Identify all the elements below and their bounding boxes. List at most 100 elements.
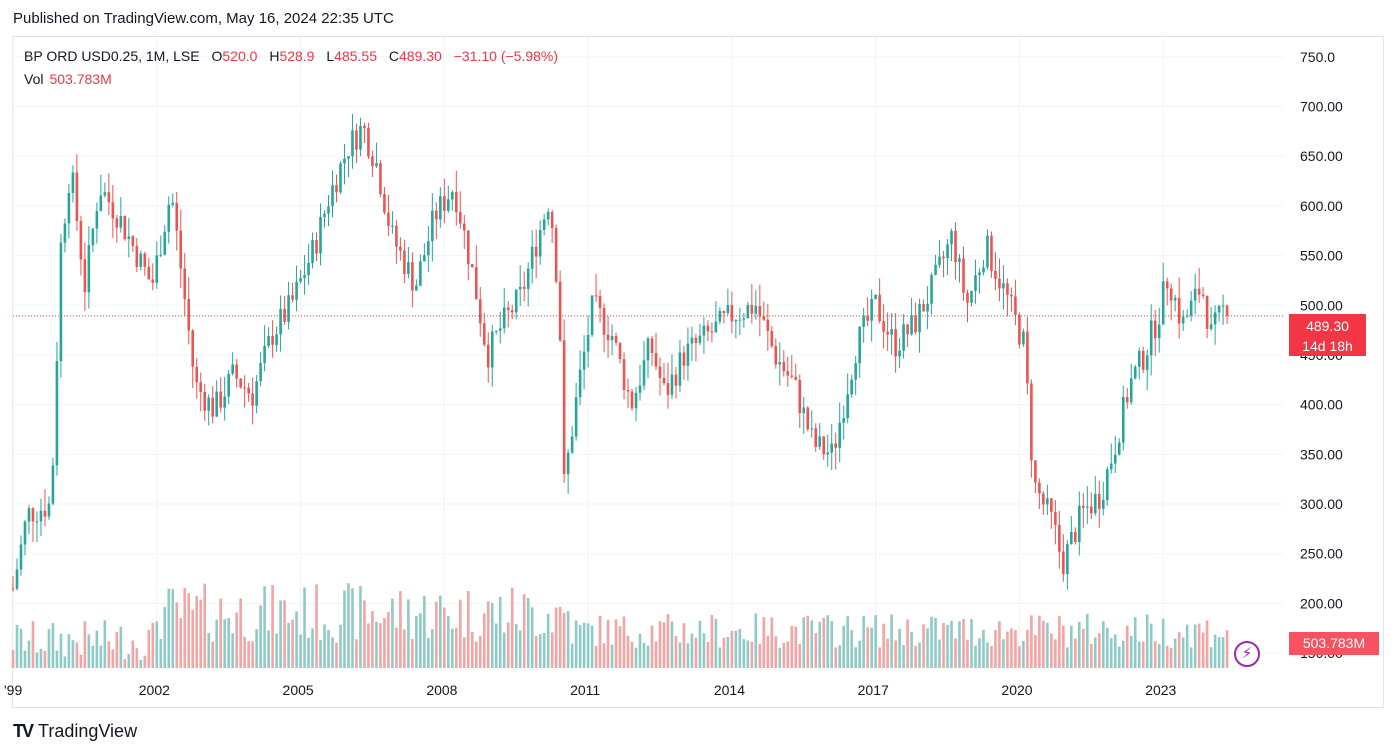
volume-bar bbox=[650, 625, 654, 668]
candle-body bbox=[990, 235, 993, 271]
volume-bar bbox=[163, 606, 167, 668]
candle-body bbox=[722, 311, 726, 314]
volume-bar bbox=[355, 639, 358, 668]
candle-body bbox=[1101, 500, 1105, 509]
y-tick-label: 750.0 bbox=[1300, 49, 1335, 65]
candle-body bbox=[247, 387, 250, 394]
volume-bar bbox=[383, 618, 386, 668]
candle-body bbox=[419, 261, 422, 286]
volume-bar bbox=[287, 622, 290, 668]
volume-bar bbox=[283, 600, 286, 668]
volume-bar bbox=[295, 611, 298, 668]
volume-bar bbox=[562, 612, 566, 668]
volume-bar bbox=[263, 586, 266, 668]
candle-body bbox=[427, 241, 430, 256]
candle-body bbox=[906, 324, 909, 335]
volume-bar bbox=[79, 654, 83, 668]
candle-body bbox=[966, 292, 969, 303]
volume-bar bbox=[814, 633, 818, 668]
candle-body bbox=[143, 253, 147, 267]
volume-bar bbox=[327, 630, 330, 668]
candle-body bbox=[379, 163, 382, 195]
candle-body bbox=[810, 428, 814, 430]
y-tick-label: 650.00 bbox=[1300, 148, 1343, 164]
volume-bar bbox=[582, 622, 586, 668]
candle-body bbox=[562, 340, 566, 475]
volume-bar bbox=[798, 643, 802, 668]
candle-body bbox=[411, 262, 414, 291]
candle-body bbox=[546, 211, 550, 220]
volume-bar bbox=[223, 619, 226, 668]
volume-bar bbox=[443, 607, 446, 668]
volume-bar bbox=[1070, 625, 1073, 668]
candle-body bbox=[606, 334, 610, 341]
x-tick-label: 2002 bbox=[139, 682, 170, 698]
candle-body bbox=[894, 329, 897, 357]
volume-bar bbox=[87, 634, 91, 668]
volume-bar bbox=[746, 640, 750, 668]
volume-bar bbox=[630, 641, 634, 668]
candle-body bbox=[742, 318, 746, 320]
candle-body bbox=[83, 259, 87, 293]
ohlc-legend: BP ORD USD0.25, 1M, LSE O520.0 H528.9 L4… bbox=[24, 48, 558, 64]
volume-bar bbox=[155, 621, 159, 668]
vol-value: 503.783M bbox=[49, 71, 112, 87]
candle-body bbox=[1149, 320, 1153, 356]
candle-body bbox=[1169, 288, 1173, 301]
last-price-tag: 489.30 14d 18h bbox=[1289, 314, 1366, 356]
candle-body bbox=[443, 196, 446, 211]
volume-bar bbox=[662, 622, 666, 668]
volume-bar bbox=[774, 636, 778, 668]
candle-body bbox=[1014, 296, 1017, 315]
candle-body bbox=[95, 211, 99, 229]
volume-bar bbox=[530, 607, 534, 668]
candle-body bbox=[279, 308, 282, 335]
candle-body bbox=[806, 407, 810, 430]
candle-body bbox=[1201, 294, 1205, 296]
y-tick-label: 400.00 bbox=[1300, 397, 1343, 413]
x-tick-label: 2005 bbox=[283, 682, 314, 698]
volume-bar bbox=[47, 629, 51, 668]
candle-body bbox=[195, 366, 199, 383]
volume-bar bbox=[498, 596, 502, 668]
volume-bar bbox=[439, 595, 442, 668]
candle-body bbox=[231, 364, 234, 374]
candle-body bbox=[155, 255, 159, 283]
volume-bar bbox=[387, 612, 390, 668]
close-value: 489.30 bbox=[399, 48, 442, 64]
candle-body bbox=[1082, 505, 1085, 508]
candle-body bbox=[706, 325, 710, 332]
volume-bar bbox=[15, 624, 19, 668]
candle-body bbox=[1197, 288, 1201, 295]
volume-bar bbox=[486, 601, 490, 668]
candle-body bbox=[478, 299, 482, 324]
candle-body bbox=[111, 202, 115, 219]
candle-body bbox=[455, 192, 458, 213]
candle-body bbox=[387, 212, 390, 226]
lightning-icon[interactable]: ⚡ bbox=[1234, 641, 1260, 667]
candle-body bbox=[259, 362, 262, 382]
volume-bar bbox=[554, 607, 558, 668]
candle-body bbox=[191, 330, 195, 367]
volume-bar bbox=[103, 620, 107, 668]
candle-body bbox=[646, 338, 650, 361]
volume-bar bbox=[1209, 647, 1213, 668]
candle-body bbox=[327, 206, 330, 214]
volume-bar bbox=[934, 618, 937, 668]
volume-bar bbox=[171, 589, 175, 668]
y-tick-label: 350.00 bbox=[1300, 446, 1343, 462]
volume-bar bbox=[958, 621, 961, 668]
candle-body bbox=[295, 281, 298, 300]
candle-body bbox=[630, 391, 634, 409]
volume-bar bbox=[1062, 625, 1065, 668]
volume-bar bbox=[922, 624, 925, 668]
candle-body bbox=[782, 362, 786, 372]
candle-body bbox=[850, 379, 853, 395]
candle-body bbox=[594, 295, 598, 297]
footer-brand[interactable]: TV TradingView bbox=[13, 721, 137, 742]
candle-body bbox=[1066, 543, 1069, 575]
candle-body bbox=[474, 267, 478, 300]
high-label: H bbox=[269, 48, 280, 64]
candle-body bbox=[291, 295, 294, 300]
